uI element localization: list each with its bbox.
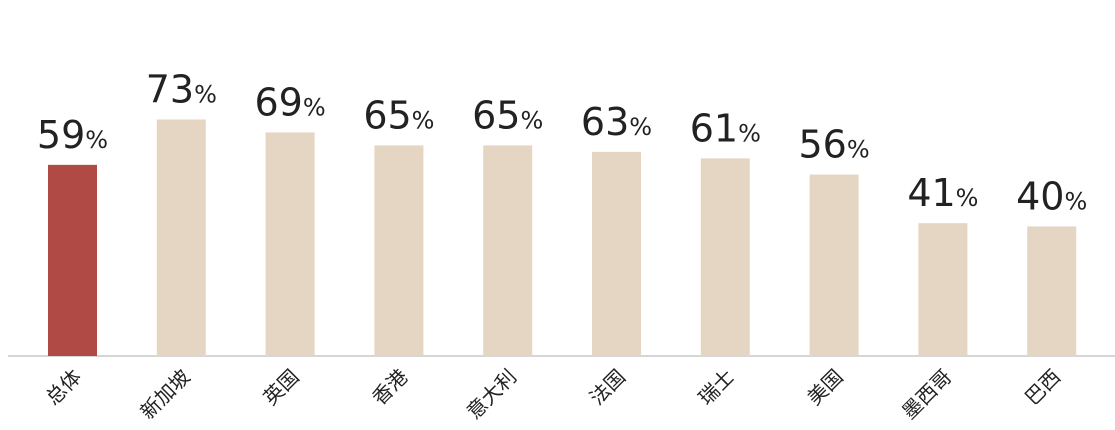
value-label-2: 69%	[255, 80, 326, 124]
value-suffix-2: %	[303, 93, 326, 121]
value-label-8: 41%	[907, 171, 978, 215]
category-label-7: 美国	[802, 365, 847, 410]
category-label-5: 法国	[585, 365, 630, 410]
bar-7	[809, 174, 859, 356]
value-number-1: 73	[146, 67, 194, 111]
value-suffix-7: %	[847, 136, 870, 164]
value-number-4: 65	[472, 93, 520, 137]
category-label-2: 英国	[258, 365, 303, 410]
value-suffix-6: %	[738, 119, 761, 147]
value-label-4: 65%	[472, 93, 543, 137]
value-number-0: 59	[37, 113, 85, 157]
bar-4	[483, 145, 533, 356]
value-number-9: 40	[1016, 174, 1064, 218]
value-label-6: 61%	[690, 106, 761, 150]
value-suffix-3: %	[412, 106, 435, 134]
value-number-6: 61	[690, 106, 738, 150]
value-suffix-8: %	[956, 184, 979, 212]
category-label-0: 总体	[41, 365, 86, 410]
bar-9	[1027, 226, 1077, 356]
value-suffix-1: %	[194, 80, 217, 108]
value-label-0: 59%	[37, 113, 108, 157]
bar-1	[156, 119, 206, 356]
bar-2	[265, 132, 315, 356]
value-number-3: 65	[363, 93, 411, 137]
category-label-3: 香港	[367, 365, 412, 410]
bar-5	[592, 151, 641, 356]
bar-8	[918, 223, 968, 356]
value-suffix-5: %	[629, 113, 652, 141]
value-labels-group: 59%73% 69% 65% 65% 63% 61% 56%41% 40%	[37, 67, 1087, 218]
value-label-7: 56%	[799, 123, 870, 167]
value-label-3: 65%	[363, 93, 434, 137]
bars-group	[48, 119, 1077, 356]
bar-0	[48, 164, 97, 356]
category-label-6: 瑞士	[694, 365, 739, 410]
category-labels-group: 总体 新加坡 英国 香港 意大利 法国 瑞士 美国 墨西哥 巴西	[41, 365, 1065, 424]
value-suffix-0: %	[85, 126, 108, 154]
value-label-1: 73%	[146, 67, 217, 111]
value-label-5: 63%	[581, 100, 652, 144]
value-number-5: 63	[581, 100, 629, 144]
bar-3	[374, 145, 424, 356]
value-number-2: 69	[255, 80, 303, 124]
category-label-8: 墨西哥	[897, 365, 956, 424]
value-label-9: 40%	[1016, 174, 1087, 218]
value-suffix-9: %	[1064, 187, 1087, 215]
category-label-4: 意大利	[462, 365, 521, 424]
category-label-9: 巴西	[1020, 365, 1065, 410]
value-number-8: 41	[907, 171, 955, 215]
bar-6	[700, 158, 750, 356]
category-label-1: 新加坡	[135, 365, 194, 424]
value-suffix-4: %	[520, 106, 543, 134]
value-number-7: 56	[799, 123, 847, 167]
